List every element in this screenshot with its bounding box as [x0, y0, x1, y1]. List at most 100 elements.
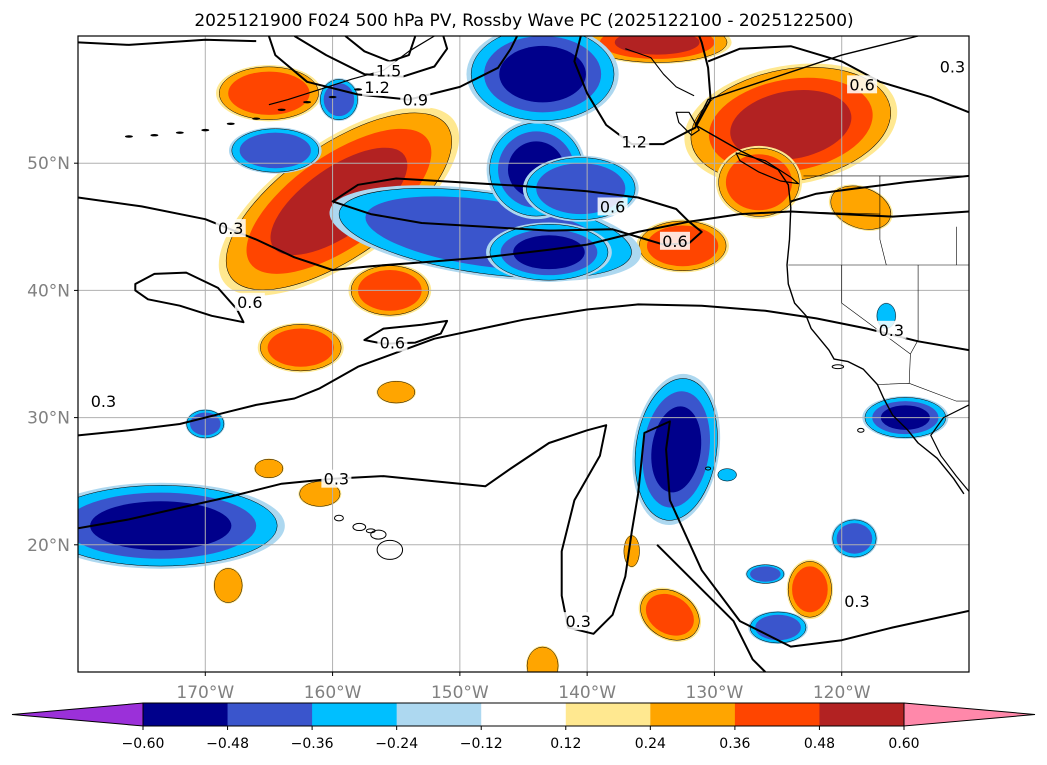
lat-tick-label: 30°N: [27, 409, 70, 429]
state-border-nv-az: [910, 265, 919, 355]
contour-label-bg: [88, 392, 119, 411]
colorbar-tick-label: 0.12: [550, 736, 581, 752]
contour-label-bg: [563, 612, 594, 631]
negative-anomaly-fill: [750, 566, 781, 582]
aleutian-island: [175, 131, 184, 134]
colorbar-tick-label: 0.24: [635, 736, 666, 752]
contour-label-bg: [659, 231, 690, 250]
pv-contour-0.6-jet: [331, 177, 703, 246]
positive-anomaly-fill: [830, 185, 892, 230]
contour-label: 0.3: [324, 470, 349, 489]
vancouver-island: [735, 152, 799, 185]
negative-anomaly-fill: [836, 523, 873, 554]
colorbar-tick-label: 0.36: [719, 736, 750, 752]
colorbar-tick-label: −0.36: [291, 736, 334, 752]
contour-label: 0.3: [844, 592, 869, 611]
colorbar-segment: [650, 703, 736, 726]
aleutian-island: [150, 134, 159, 137]
north-america-coast: [694, 36, 965, 495]
longitude-ticks: 170°W 160°W 150°W 140°W 130°W 120°W: [176, 672, 871, 703]
colorbar: −0.60 −0.48 −0.36 −0.24 −0.12 0.12 0.24 0.36 0.4…: [11, 702, 1036, 752]
contour-label-bg: [373, 61, 404, 80]
latitude-ticks: 20°N 30°N 40°N 50°N: [27, 154, 78, 556]
positive-anomaly-fill: [792, 566, 828, 613]
contour-label: 0.6: [662, 232, 687, 251]
aleutian-island: [124, 135, 133, 138]
contour-label: 0.3: [91, 392, 116, 411]
aleutian-island: [328, 95, 337, 99]
coastlines: [124, 36, 969, 560]
colorbar-tick-label: −0.48: [206, 736, 249, 752]
pv-contour-1.2-east: [573, 36, 712, 146]
pv-contour-0.3-east-south: [656, 544, 767, 672]
graticule: [78, 36, 969, 672]
contour-label: 0.3: [566, 612, 591, 631]
pv-contour-0.6-northeast: [707, 45, 969, 114]
contour-label: 0.6: [237, 293, 262, 312]
contour-label: 0.3: [218, 219, 243, 238]
alaska-panhandle: [625, 48, 695, 97]
haida-gwaii: [675, 111, 700, 136]
island-outline: [705, 466, 712, 471]
contour-label: 0.6: [380, 334, 405, 353]
gulf-california-coast: [930, 404, 969, 492]
colorbar-tick-label: −0.12: [460, 736, 503, 752]
colorbar-segment: [565, 703, 651, 726]
contour-label-bg: [597, 197, 628, 216]
lon-tick-label: 170°W: [176, 683, 234, 703]
positive-anomaly-fill: [645, 593, 694, 636]
colorbar-frame: [142, 702, 905, 727]
positive-anomaly-fill: [228, 71, 310, 115]
lon-tick-label: 120°W: [813, 683, 871, 703]
aleutian-island: [277, 108, 286, 111]
map-frame: [77, 35, 970, 673]
contour-label-bg: [234, 292, 265, 311]
contour-label: 0.3: [940, 58, 965, 77]
contour-label: 0.6: [600, 197, 625, 216]
positive-anomaly-fill: [254, 458, 284, 479]
colorbar-extend-high: [903, 702, 1036, 727]
lon-tick-label: 150°W: [431, 683, 489, 703]
contour-label: 0.9: [403, 91, 428, 110]
contour-label-bg: [619, 132, 650, 151]
contour-label-bg: [362, 77, 393, 96]
island-outline: [831, 364, 845, 370]
lon-tick-label: 140°W: [558, 683, 616, 703]
colorbar-tick-label: 0.48: [804, 736, 835, 752]
contour-label-bg: [876, 320, 907, 339]
island-outline: [376, 539, 404, 560]
contour-label: 1.5: [376, 61, 401, 80]
positive-anomaly-fill: [377, 381, 416, 404]
negative-anomaly-fill: [717, 468, 737, 482]
negative-anomaly-fill: [239, 132, 311, 169]
contour-label-bg: [321, 469, 352, 488]
negative-anomaly-fill: [499, 45, 586, 103]
colorbar-tick-label: −0.60: [122, 736, 165, 752]
colorbar-segment: [227, 703, 313, 726]
colorbar-segment: [312, 703, 398, 726]
pv-contour-0.6-west: [134, 271, 245, 324]
pv-contour-0.3-north: [78, 196, 969, 271]
colorbar-segment: [819, 703, 905, 726]
negative-anomaly-fill: [651, 406, 702, 493]
colorbar-segment: [481, 703, 567, 726]
chart-title: 2025121900 F024 500 hPa PV, Rossby Wave …: [194, 11, 853, 31]
state-border-ca-nv: [841, 265, 911, 384]
colorbar-segment: [396, 703, 482, 726]
lat-tick-label: 50°N: [27, 154, 70, 174]
pv-contour-labels: 1.51.20.91.20.60.30.60.30.60.60.30.60.30…: [88, 57, 968, 631]
aleutian-island: [303, 100, 312, 104]
contour-label: 0.6: [849, 75, 874, 94]
lon-tick-label: 160°W: [304, 683, 362, 703]
colorbar-tick-label: 0.60: [888, 736, 919, 752]
positive-anomaly-fill: [614, 36, 700, 55]
contour-label-bg: [377, 333, 408, 352]
colorbar-extend-low: [11, 702, 144, 727]
map-area: 1.51.20.91.20.60.30.60.30.60.60.30.60.30…: [78, 36, 969, 672]
positive-anomaly-fill: [267, 328, 334, 367]
positive-anomaly-fill: [213, 568, 243, 603]
positive-anomaly-fill: [725, 154, 793, 211]
negative-anomaly-fill: [90, 501, 232, 551]
negative-anomaly-fill: [513, 235, 585, 270]
